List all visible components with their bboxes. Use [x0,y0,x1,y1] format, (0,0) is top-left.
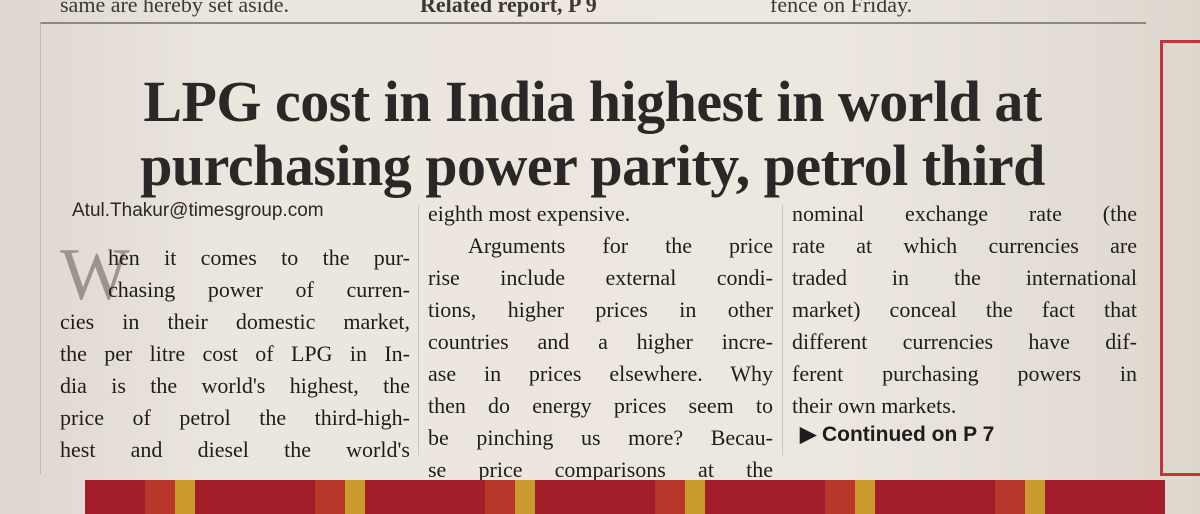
top-strip-text: same are hereby set aside. [60,0,290,17]
text-line: nominal exchange rate (the [792,201,1137,226]
text-line: different currencies have dif- [792,329,1137,354]
text-line: the per litre cost of LPG in In- [60,341,410,366]
text-line: ase in prices elsewhere. Why [428,361,773,386]
text-line: Arguments for the price [468,233,773,258]
top-strip-text: Related report, P 9 [420,0,597,17]
text-line: se price comparisons at the [428,457,773,482]
text-line: then do energy prices seem to [428,393,773,418]
text-line: tions, higher prices in other [428,297,773,322]
byline: Atul.Thakur@timesgroup.com [72,200,324,221]
text-line: eighth most expensive. [428,201,631,226]
text-line: be pinching us more? Becau- [428,425,773,450]
text-line: traded in the international [792,265,1137,290]
column-rule [418,205,419,455]
text-line: chasing power of curren- [108,277,410,302]
drop-cap: W [60,234,130,316]
side-box [1160,40,1200,476]
text-line: price of petrol the third-high- [60,405,410,430]
column-rule [782,205,783,455]
article-frame [40,22,1146,474]
text-line: hest and diesel the world's [60,437,410,462]
text-line: hen it comes to the pur- [108,245,410,270]
headline: LPG cost in India highest in world at [143,69,1042,134]
top-strip-text: fence on Friday. [770,0,913,17]
text-line: countries and a higher incre- [428,329,773,354]
text-line: dia is the world's highest, the [60,373,410,398]
continued: ▶ Continued on P 7 [800,423,995,446]
text-line: cies in their domestic market, [60,309,410,334]
advert-band [85,480,1165,514]
text-line: rate at which currencies are [792,233,1137,258]
text-line: ferent purchasing powers in [792,361,1137,386]
headline: purchasing power parity, petrol third [140,133,1045,198]
text-line: their own markets. [792,393,957,418]
text-line: rise include external condi- [428,265,773,290]
text-line: market) conceal the fact that [792,297,1137,322]
continued-text: Continued on P 7 [821,423,995,446]
